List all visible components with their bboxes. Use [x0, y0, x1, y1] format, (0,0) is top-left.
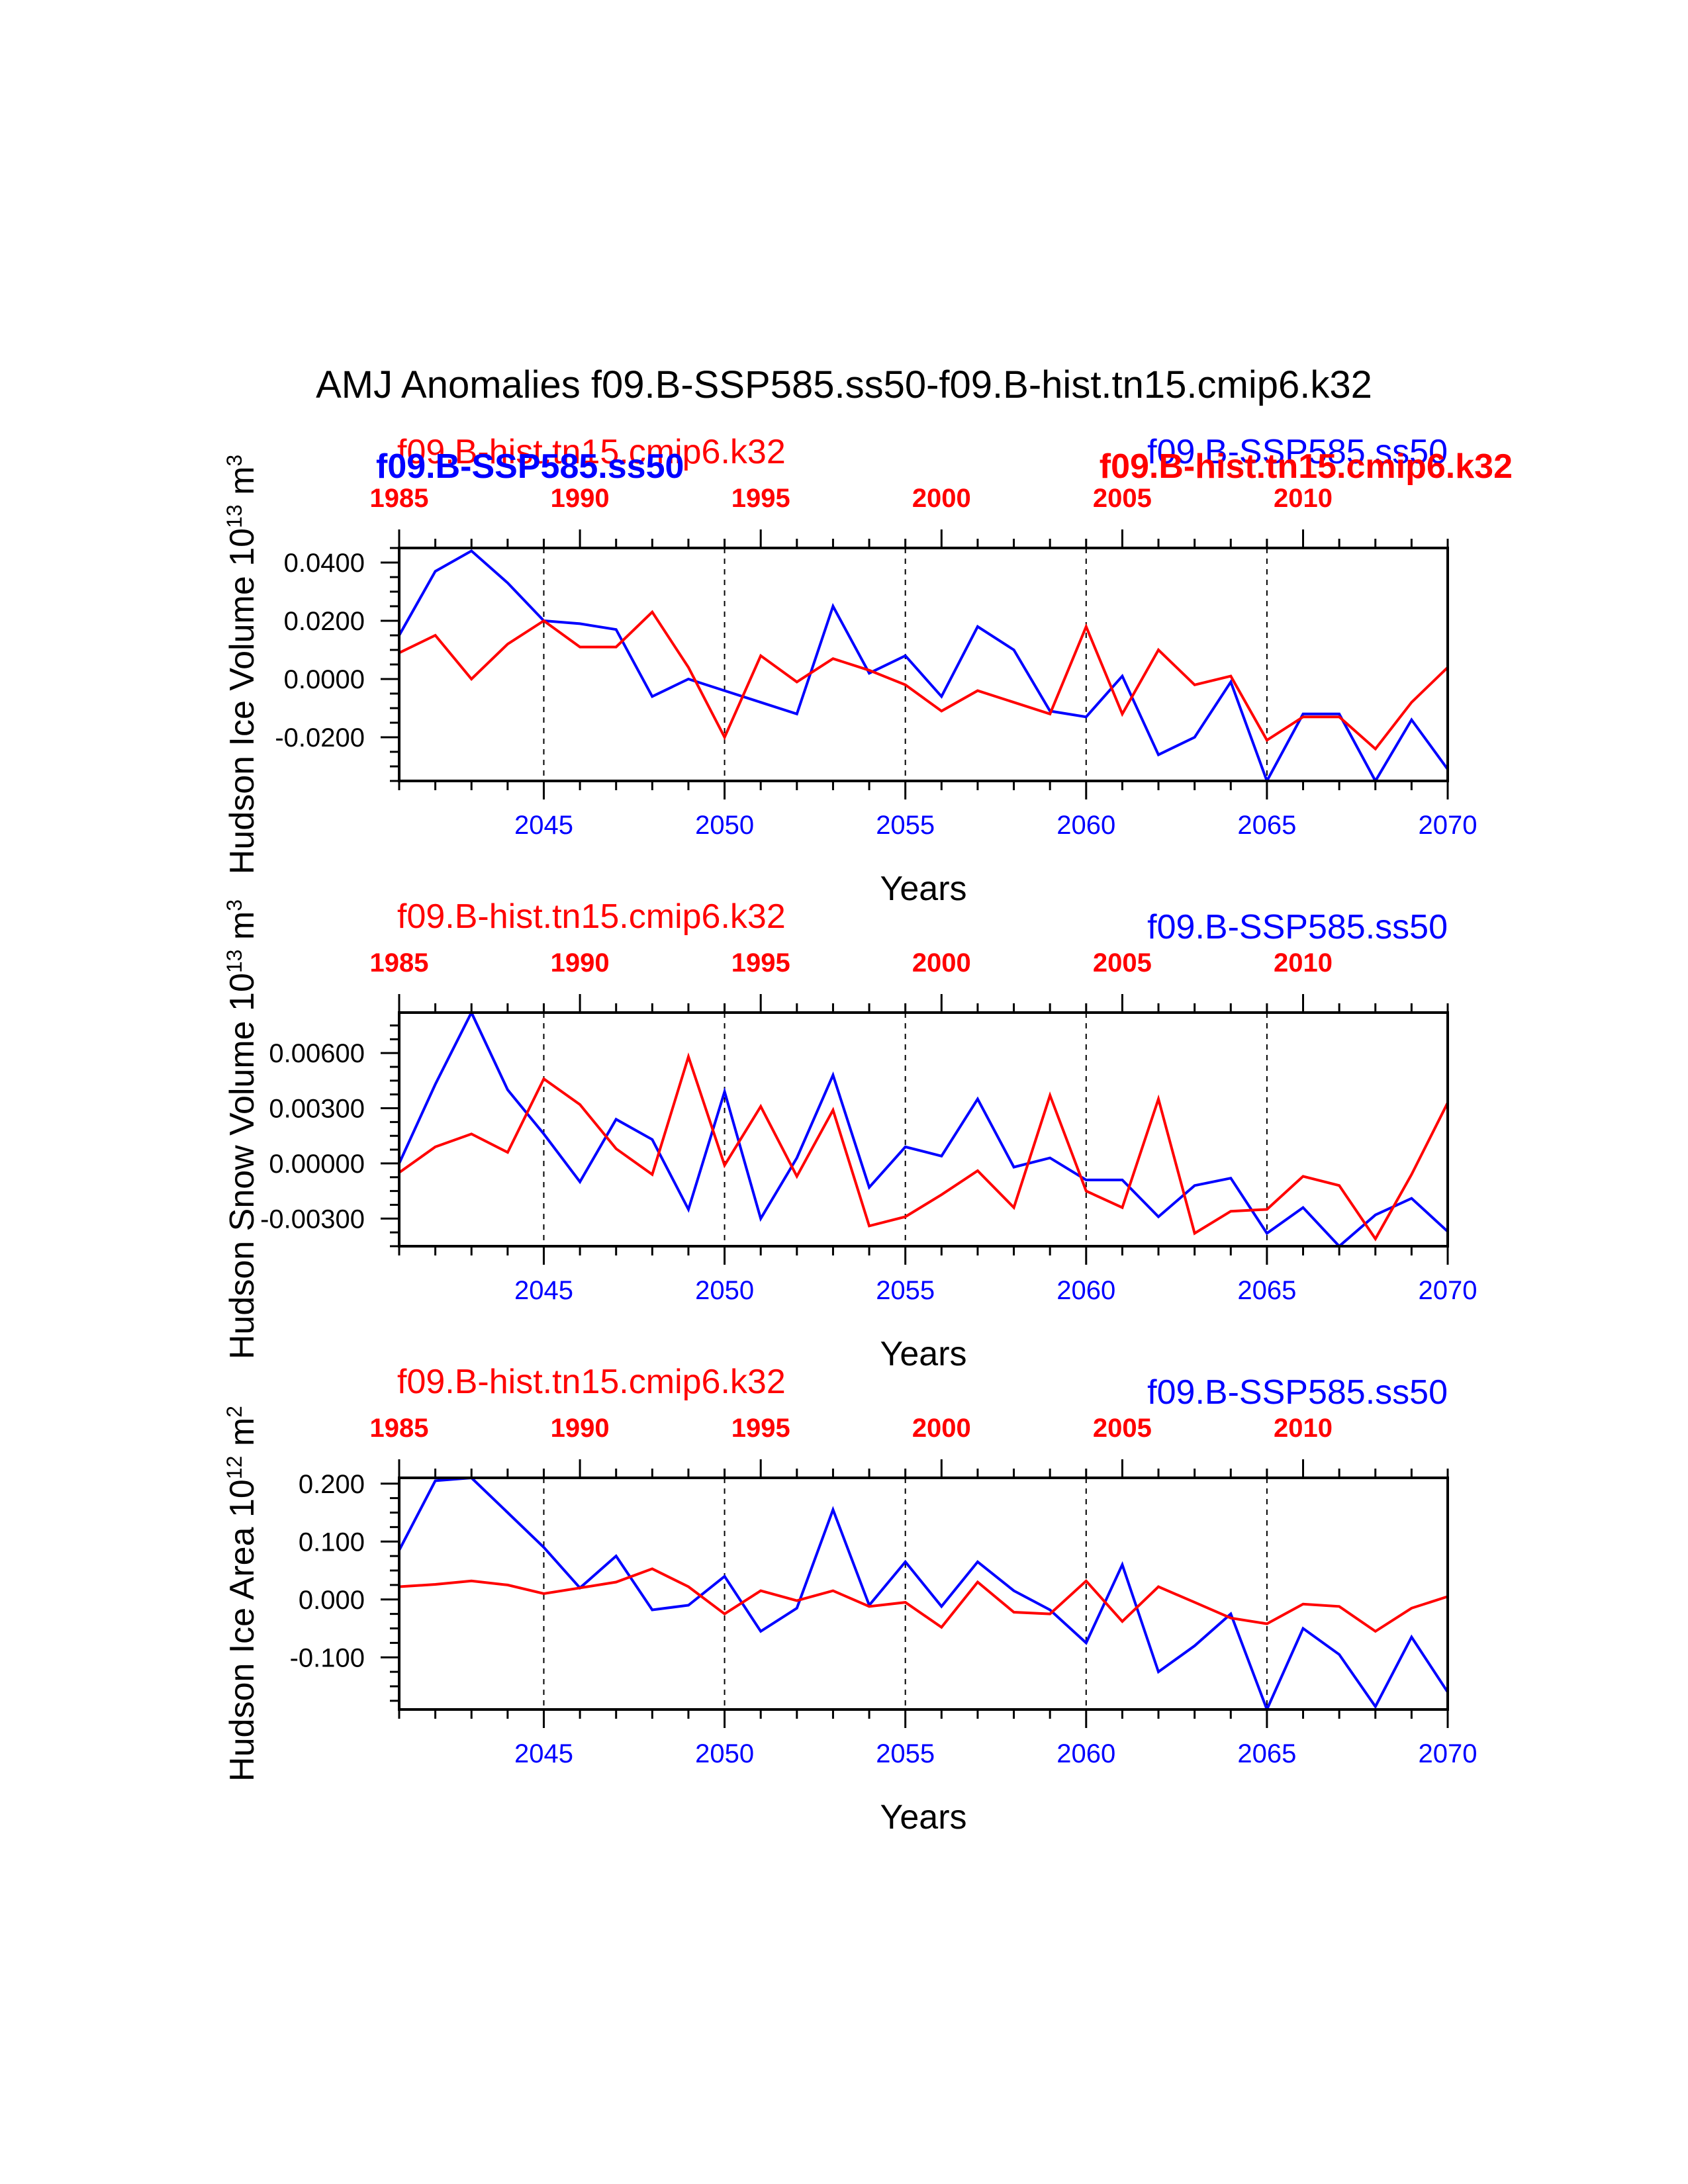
- y-tick-label: 0.0400: [284, 549, 365, 578]
- top-tick-label: 2005: [1093, 1414, 1152, 1443]
- top-tick-label: 1990: [551, 484, 610, 513]
- series-label-hist-bold: f09.B-hist.tn15.cmip6.k32: [1100, 447, 1513, 486]
- series-line: [398, 1052, 1449, 1242]
- plot-frame: [398, 1011, 1449, 1248]
- y-tick-label: 0.200: [299, 1470, 365, 1499]
- x-tick-label: 2055: [876, 1276, 935, 1305]
- x-tick-label: 2065: [1237, 1276, 1296, 1305]
- y-axis-title-part: m: [223, 1418, 261, 1456]
- x-tick-label: 2050: [695, 811, 754, 840]
- x-tick-label: 2060: [1056, 1276, 1115, 1305]
- plot-frame: [398, 547, 1449, 782]
- top-tick-label: 2005: [1093, 484, 1152, 513]
- y-axis-title-part: m: [223, 467, 261, 505]
- x-tick-label: 2045: [514, 1276, 573, 1305]
- plot-frame: [398, 1477, 1449, 1711]
- x-tick-label: 2070: [1419, 1739, 1477, 1768]
- x-axis-title: Years: [880, 1335, 966, 1373]
- series-line: [399, 1567, 1448, 1633]
- y-axis-title: Hudson Snow Volume 1013 m3: [222, 899, 261, 1359]
- series-line: [398, 1009, 1449, 1248]
- series-label-hist: f09.B-hist.tn15.cmip6.k32: [397, 1363, 786, 1401]
- top-tick-label: 2010: [1274, 484, 1333, 513]
- x-tick-label: 2060: [1056, 811, 1115, 840]
- top-tick-label: 1995: [731, 948, 790, 978]
- series-label-ssp: f09.B-SSP585.ss50: [1147, 908, 1448, 946]
- y-tick-label: 0.00000: [269, 1150, 365, 1179]
- y-axis-title-part: Hudson Ice Area 10: [223, 1479, 261, 1782]
- y-axis-title-superscript: 12: [222, 1456, 246, 1480]
- y-tick-label: 0.100: [299, 1527, 365, 1557]
- x-axis-title: Years: [880, 870, 966, 908]
- top-tick-label: 2010: [1274, 1414, 1333, 1443]
- y-tick-label: 0.000: [299, 1586, 365, 1615]
- y-tick-label: 0.00300: [269, 1095, 365, 1124]
- chart-panel-3: 2045 2050 2055 2060 2065 2070 1985 1990 1995 2000…: [222, 1363, 1477, 1837]
- series-line: [399, 610, 1449, 751]
- x-tick-label: 2045: [514, 1739, 573, 1768]
- x-tick-label: 2070: [1419, 811, 1477, 840]
- y-axis-title-superscript: 3: [222, 899, 246, 911]
- top-tick-label: 1995: [731, 484, 790, 513]
- x-axis-title: Years: [880, 1798, 966, 1837]
- top-tick-label: 2005: [1093, 948, 1152, 978]
- y-axis-title-superscript: 13: [222, 504, 246, 528]
- top-tick-label: 2000: [912, 484, 971, 513]
- chart-panel-2: 2045 2050 2055 2060 2065 2070 1985 1990 1995 2000…: [222, 897, 1477, 1373]
- figure-title: AMJ Anomalies f09.B-SSP585.ss50-f09.B-hi…: [316, 363, 1372, 406]
- top-tick-label: 2000: [912, 1414, 971, 1443]
- top-tick-label: 2010: [1274, 948, 1333, 978]
- top-tick-label: 1995: [731, 1414, 790, 1443]
- chart-panel-1: 2045 2050 2055 2060 2065 2070 1985 1990 1995 2000…: [222, 433, 1513, 908]
- x-tick-label: 2065: [1237, 811, 1296, 840]
- top-tick-label: 1990: [551, 1414, 610, 1443]
- x-tick-label: 2045: [514, 811, 573, 840]
- series-label-ssp: f09.B-SSP585.ss50: [1147, 1373, 1448, 1412]
- y-tick-label: -0.100: [290, 1643, 365, 1672]
- y-axis-title-part: Hudson Ice Volume 10: [223, 528, 261, 874]
- y-tick-label: 0.0200: [284, 607, 365, 636]
- top-tick-label: 2000: [912, 948, 971, 978]
- x-tick-label: 2055: [876, 1739, 935, 1768]
- y-tick-label: -0.0200: [275, 723, 365, 752]
- top-tick-label: 1985: [370, 948, 429, 978]
- y-axis-title-superscript: 13: [222, 950, 246, 974]
- series-label-hist: f09.B-hist.tn15.cmip6.k32: [397, 433, 786, 471]
- x-tick-label: 2070: [1419, 1276, 1477, 1305]
- top-tick-label: 1990: [551, 948, 610, 978]
- top-tick-label: 1985: [370, 1414, 429, 1443]
- y-axis-title-part: Hudson Snow Volume 10: [223, 973, 261, 1359]
- y-tick-label: 0.00600: [269, 1039, 365, 1068]
- y-axis-title: Hudson Ice Area 1012 m2: [222, 1406, 261, 1782]
- y-axis-title-superscript: 2: [222, 1406, 246, 1418]
- x-tick-label: 2060: [1056, 1739, 1115, 1768]
- series-line: [398, 549, 1449, 784]
- y-tick-label: -0.00300: [260, 1205, 365, 1234]
- series-label-ssp: f09.B-SSP585.ss50: [1147, 433, 1448, 471]
- x-tick-label: 2050: [695, 1276, 754, 1305]
- top-tick-label: 1985: [370, 484, 429, 513]
- y-axis-title-superscript: 3: [222, 455, 246, 467]
- x-tick-label: 2055: [876, 811, 935, 840]
- y-axis-title: Hudson Ice Volume 1013 m3: [222, 455, 261, 874]
- series-label-hist: f09.B-hist.tn15.cmip6.k32: [397, 897, 786, 936]
- y-axis-title-part: m: [223, 911, 261, 950]
- y-tick-label: 0.0000: [284, 665, 365, 694]
- series-line: [398, 1476, 1449, 1713]
- x-tick-label: 2050: [695, 1739, 754, 1768]
- x-tick-label: 2065: [1237, 1739, 1296, 1768]
- series-label-ssp-bold: f09.B-SSP585.ss50: [376, 447, 684, 486]
